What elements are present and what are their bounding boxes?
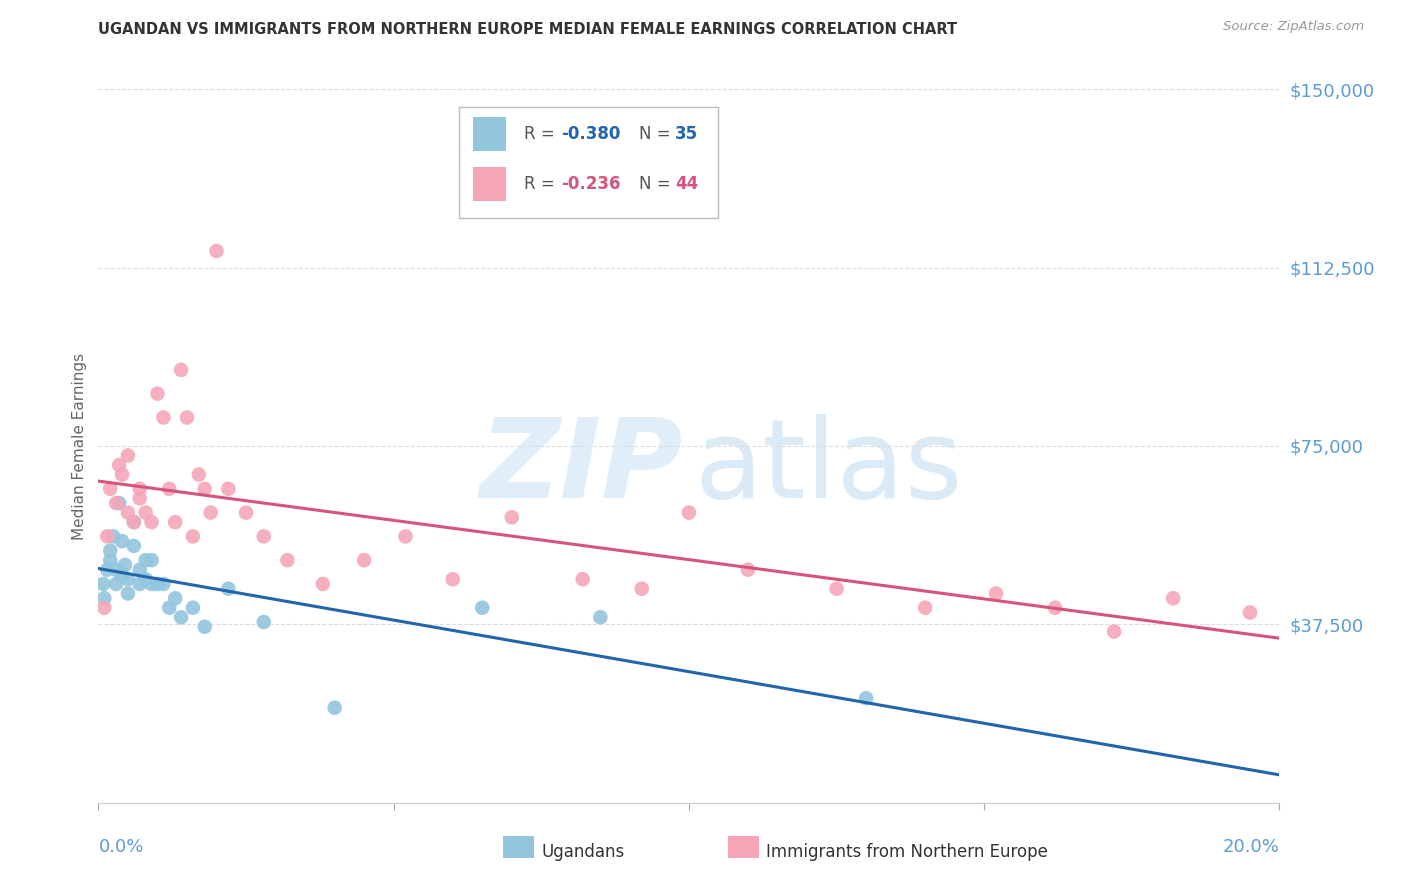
Text: R =: R =: [523, 125, 560, 143]
Text: Immigrants from Northern Europe: Immigrants from Northern Europe: [766, 843, 1047, 861]
Point: [117, 572, 139, 586]
Text: -0.236: -0.236: [561, 175, 621, 193]
Point: [152, 577, 174, 591]
Point: [501, 510, 523, 524]
Point: [253, 529, 276, 543]
Point: [323, 700, 346, 714]
Point: [984, 586, 1007, 600]
Point: [108, 458, 131, 472]
Point: [141, 515, 163, 529]
Point: [135, 553, 157, 567]
Point: [114, 558, 136, 572]
Bar: [472, 167, 506, 202]
Point: [93, 600, 115, 615]
Point: [111, 534, 134, 549]
Point: [117, 586, 139, 600]
Point: [91, 577, 114, 591]
Point: [108, 496, 131, 510]
Point: [678, 506, 700, 520]
Text: -0.380: -0.380: [561, 125, 621, 143]
Point: [98, 482, 121, 496]
Point: [1161, 591, 1184, 606]
Point: [394, 529, 416, 543]
Point: [146, 386, 169, 401]
Point: [200, 506, 222, 520]
Point: [914, 600, 936, 615]
Text: ZIP: ZIP: [479, 414, 683, 521]
Text: Ugandans: Ugandans: [541, 843, 624, 861]
Point: [217, 482, 239, 496]
Text: N =: N =: [640, 175, 676, 193]
Text: 20.0%: 20.0%: [1223, 838, 1279, 856]
Point: [165, 515, 187, 529]
Point: [103, 529, 125, 543]
Point: [128, 563, 150, 577]
Point: [105, 577, 128, 591]
Point: [122, 539, 145, 553]
Point: [93, 591, 115, 606]
Text: 44: 44: [675, 175, 697, 193]
Point: [181, 600, 204, 615]
Point: [176, 410, 198, 425]
Text: R =: R =: [523, 175, 560, 193]
Point: [181, 529, 204, 543]
Text: 35: 35: [675, 125, 697, 143]
Bar: [472, 117, 506, 152]
Point: [825, 582, 848, 596]
Point: [312, 577, 335, 591]
Text: Source: ZipAtlas.com: Source: ZipAtlas.com: [1223, 20, 1364, 33]
Point: [253, 615, 276, 629]
Point: [441, 572, 464, 586]
Point: [187, 467, 209, 482]
Text: 0.0%: 0.0%: [98, 838, 143, 856]
Point: [157, 482, 180, 496]
Point: [1043, 600, 1066, 615]
Point: [98, 553, 121, 567]
Point: [117, 506, 139, 520]
Point: [170, 363, 193, 377]
FancyBboxPatch shape: [458, 107, 718, 218]
Point: [471, 600, 494, 615]
Point: [353, 553, 375, 567]
Text: N =: N =: [640, 125, 676, 143]
Point: [737, 563, 759, 577]
Point: [157, 600, 180, 615]
Point: [589, 610, 612, 624]
Point: [170, 610, 193, 624]
Text: atlas: atlas: [695, 414, 963, 521]
Point: [146, 577, 169, 591]
Point: [96, 563, 118, 577]
Point: [141, 577, 163, 591]
Point: [128, 491, 150, 506]
Point: [135, 572, 157, 586]
Point: [117, 449, 139, 463]
Point: [152, 410, 174, 425]
Point: [194, 620, 217, 634]
Point: [630, 582, 652, 596]
Point: [128, 577, 150, 591]
Point: [122, 515, 145, 529]
Point: [111, 467, 134, 482]
Point: [98, 543, 121, 558]
Point: [1102, 624, 1125, 639]
Point: [135, 506, 157, 520]
Point: [122, 515, 145, 529]
Point: [205, 244, 228, 258]
Point: [128, 482, 150, 496]
Text: UGANDAN VS IMMIGRANTS FROM NORTHERN EUROPE MEDIAN FEMALE EARNINGS CORRELATION CH: UGANDAN VS IMMIGRANTS FROM NORTHERN EURO…: [98, 22, 957, 37]
Point: [165, 591, 187, 606]
Point: [111, 567, 134, 582]
Point: [217, 582, 239, 596]
Y-axis label: Median Female Earnings: Median Female Earnings: [72, 352, 87, 540]
Point: [276, 553, 298, 567]
Point: [96, 529, 118, 543]
Point: [855, 691, 877, 706]
Point: [105, 563, 128, 577]
Point: [105, 496, 128, 510]
Point: [141, 553, 163, 567]
Point: [571, 572, 593, 586]
Point: [235, 506, 257, 520]
Point: [1239, 606, 1261, 620]
Point: [194, 482, 217, 496]
